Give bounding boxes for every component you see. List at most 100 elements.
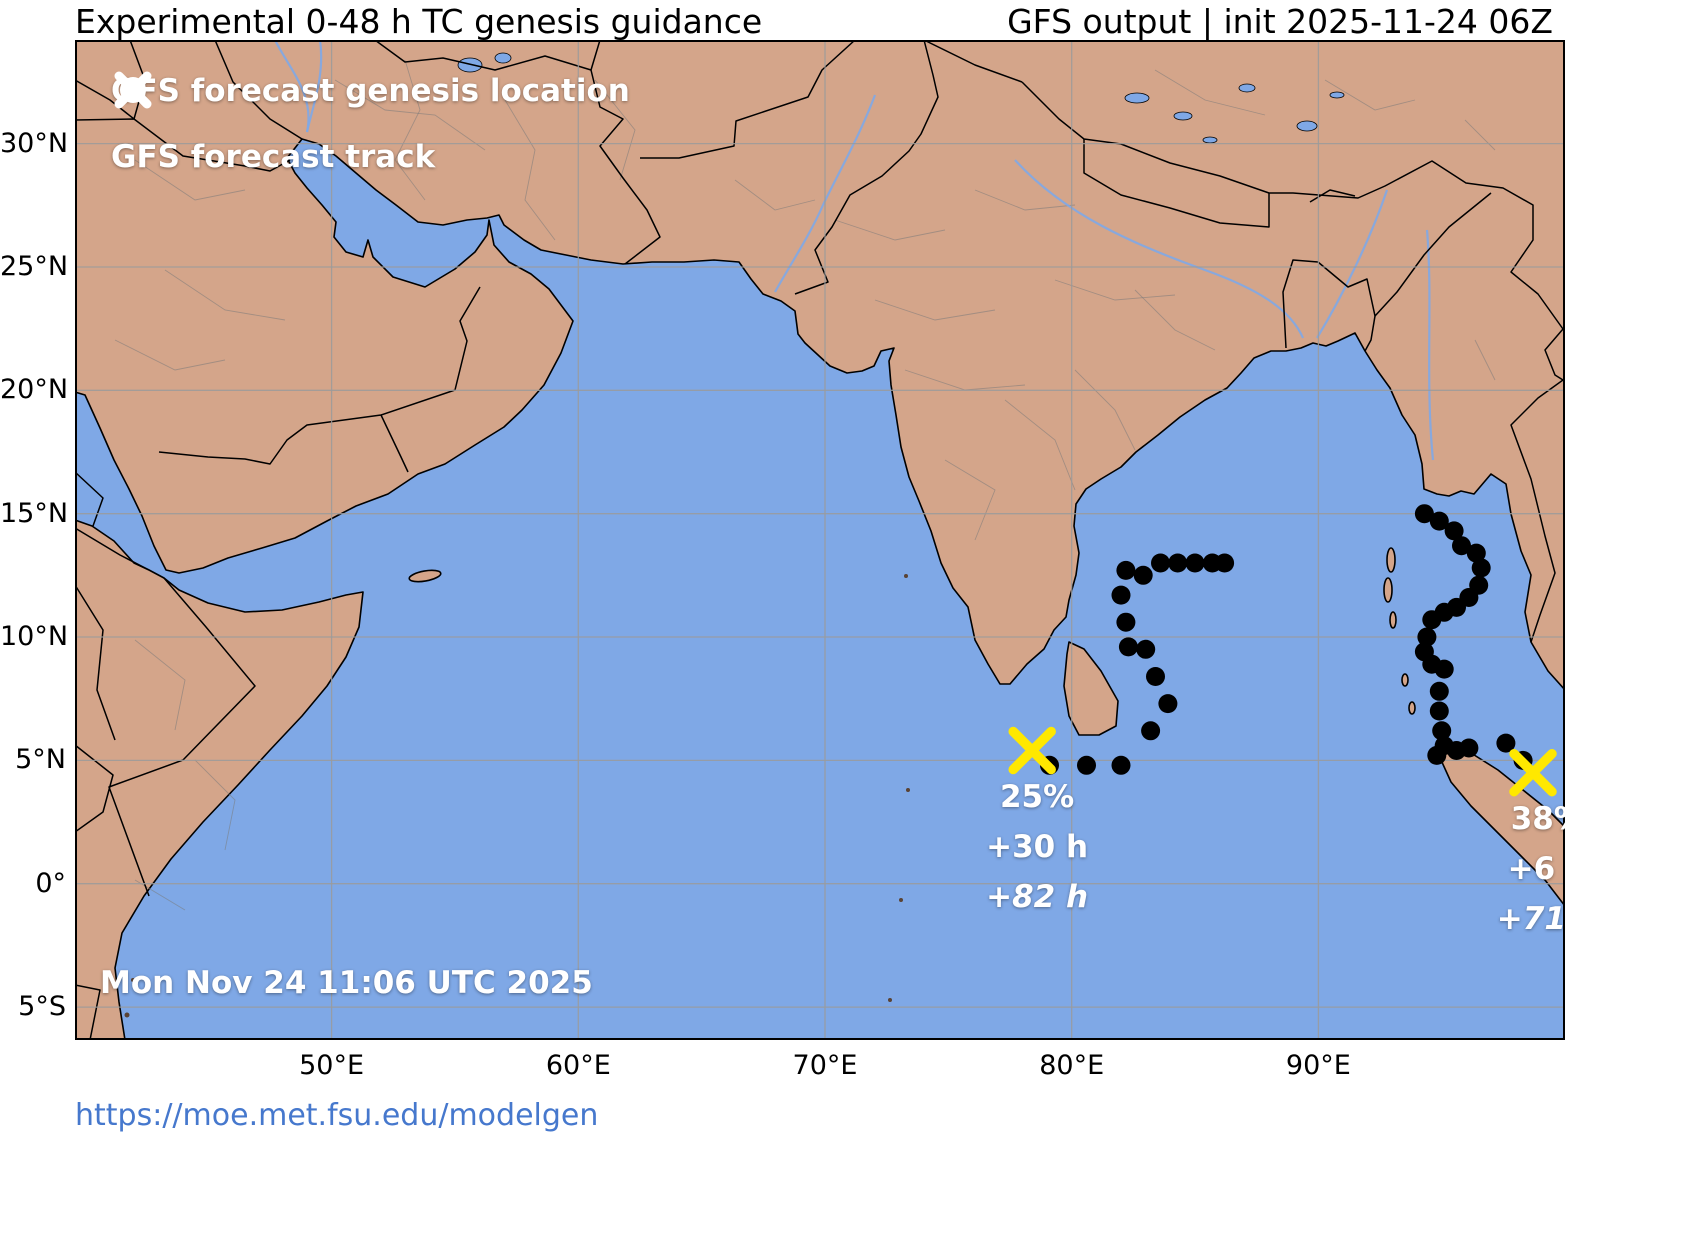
island-sumatra (1440, 742, 1565, 907)
border-iran-north (374, 40, 592, 71)
genesis-x-marker (1008, 726, 1056, 775)
border-afghan-pakistan (640, 40, 856, 159)
island-sri-lanka (1063, 641, 1119, 736)
source-url[interactable]: https://moe.met.fsu.edu/modelgen (75, 1098, 599, 1133)
genesis-annotation: 38% (1510, 800, 1565, 837)
figure-title: Experimental 0-48 h TC genesis guidance (75, 2, 763, 41)
track-dot (1077, 755, 1096, 775)
track-dot (1141, 721, 1161, 741)
track-dot (1459, 738, 1479, 758)
track-dot (1417, 627, 1437, 647)
lat-tick-label: 5°S (18, 991, 66, 1023)
track-dot (1168, 553, 1188, 573)
legend-item-track: GFS forecast track (111, 77, 630, 180)
genesis-markers (1008, 726, 1557, 797)
track-dot-icon (120, 77, 146, 103)
border-india-pakistan (794, 40, 939, 295)
track-dot (1133, 565, 1153, 585)
border-bhutan (1309, 189, 1356, 203)
track-dot (1116, 560, 1136, 580)
border-kashmir-china (923, 40, 1023, 83)
track-dot (1452, 536, 1471, 556)
genesis-annotation: +71 h (1496, 900, 1565, 937)
border-bangladesh (1282, 259, 1376, 352)
border-india-myanmar (1374, 192, 1492, 317)
track-dot (1466, 543, 1486, 563)
border-jordan (75, 79, 135, 120)
track-dot (1111, 755, 1131, 775)
border-iran-afghan-pakistan (590, 40, 661, 265)
track-dot (1422, 610, 1442, 630)
track-dot (1429, 511, 1449, 531)
border-yemen-oman (380, 414, 409, 473)
graticule (75, 40, 1565, 1040)
lat-tick-label: 20°N (0, 374, 69, 406)
track-dot (1429, 701, 1449, 721)
border-ethiopia-sudan (75, 584, 116, 741)
forecast-tracks (1040, 504, 1533, 775)
border-laos (1544, 328, 1564, 381)
track-dot (1185, 553, 1205, 573)
river-irrawaddy (1425, 229, 1435, 461)
border-kenya-tanzania (75, 984, 101, 1040)
genesis-annotation: +30 h (986, 828, 1089, 865)
map-canvas: GFS forecast genesis location GFS foreca… (75, 40, 1565, 1040)
border-iran-iraq (214, 40, 303, 140)
lon-tick-label: 90°E (1285, 1050, 1351, 1081)
lon-tick-label: 70°E (792, 1050, 858, 1081)
track-dot (1496, 733, 1516, 753)
andaman-nicobar-islands (1383, 547, 1416, 715)
land-asia-arabia (75, 40, 1565, 691)
track-dot (1151, 553, 1170, 573)
border-eritrea-djibouti (75, 527, 150, 571)
island-socotra (408, 569, 442, 583)
track-dot (1158, 694, 1178, 714)
lon-tick-label: 50°E (299, 1050, 365, 1081)
legend-item-genesis: GFS forecast genesis location (111, 68, 630, 114)
lat-tick-label: 15°N (0, 497, 69, 529)
track-dot (1414, 504, 1434, 524)
lat-tick-label: 5°N (15, 744, 66, 776)
track-dot (1136, 639, 1156, 659)
model-init-info: GFS output | init 2025-11-24 06Z (1007, 2, 1553, 41)
border-somalia-ethiopia-kenya (108, 577, 256, 897)
border-saudi-yemen-oman (158, 286, 481, 465)
legend-label-genesis: GFS forecast genesis location (111, 73, 630, 109)
track-dot (1444, 521, 1464, 541)
title-bar: Experimental 0-48 h TC genesis guidance … (75, 2, 1553, 41)
track-dot (1471, 558, 1491, 578)
border-saudi-iraq-kuwait (75, 118, 291, 172)
genesis-x-marker (1509, 748, 1557, 797)
admin-borders (114, 59, 1496, 911)
river-tigris (305, 40, 323, 133)
legend-label-track: GFS forecast track (111, 139, 436, 175)
track-dot (1146, 667, 1165, 686)
timestamp: Mon Nov 24 11:06 UTC 2025 (100, 965, 593, 1001)
lat-tick-label: 30°N (0, 127, 69, 159)
track-dot (1111, 585, 1131, 605)
track-dot (1427, 745, 1447, 765)
lon-tick-label: 80°E (1039, 1050, 1105, 1081)
small-island-specks (124, 574, 910, 1018)
genesis-annotation: +82 h (986, 878, 1089, 915)
track-dot (1429, 681, 1449, 701)
map-legend: GFS forecast genesis location GFS foreca… (111, 68, 630, 200)
river-euphrates (274, 40, 310, 133)
track-dot (1116, 612, 1136, 632)
track-dot (1432, 721, 1452, 741)
genesis-annotation: +6 h (1507, 850, 1565, 887)
lon-tick-label: 60°E (545, 1050, 611, 1081)
track-dot (1434, 659, 1454, 679)
border-sudan-eritrea (75, 471, 104, 527)
border-nepal-south (1083, 139, 1270, 228)
border-myanmar-thailand (1510, 379, 1564, 643)
river-indus (774, 94, 877, 293)
lat-tick-label: 25°N (0, 251, 69, 282)
geographic-map (75, 40, 1565, 1040)
track-dot (1118, 637, 1138, 657)
lat-tick-label: 0° (35, 867, 66, 899)
track-dot (1215, 553, 1235, 573)
genesis-annotation: 25% (999, 778, 1075, 815)
lat-tick-label: 10°N (0, 621, 69, 652)
